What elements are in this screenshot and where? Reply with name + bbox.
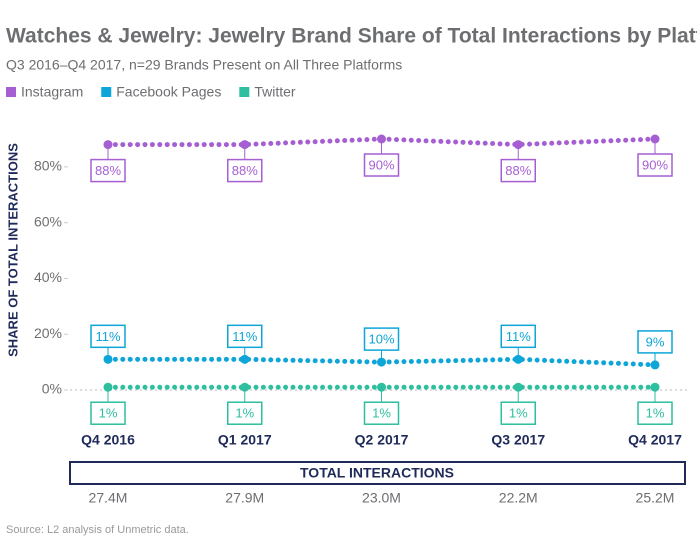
label-box: [363, 327, 400, 351]
legend-label: Facebook Pages: [116, 84, 221, 100]
label-box: [90, 158, 126, 183]
data-label: 90%: [368, 157, 394, 172]
data-label: 11%: [506, 329, 531, 344]
totals-box: [69, 461, 686, 485]
label-box: [227, 324, 263, 349]
data-label: 10%: [368, 332, 394, 347]
total-value: 25.2M: [636, 490, 675, 506]
label-box: [500, 401, 536, 425]
legend-label: Instagram: [21, 84, 83, 100]
label-box: [637, 330, 673, 354]
y-tick-label: 20%: [34, 325, 62, 341]
label-box: [90, 401, 126, 425]
label-box: [637, 153, 673, 177]
label-box: [500, 158, 536, 183]
legend-swatch: [101, 87, 112, 97]
y-tick-label: 60%: [34, 213, 62, 229]
label-box: [363, 401, 400, 425]
x-tick-label: Q2 2017: [355, 432, 409, 448]
y-tick-label: 80%: [34, 158, 62, 174]
legend-swatch: [239, 87, 250, 97]
total-value: 23.0M: [362, 490, 401, 506]
label-box: [363, 153, 400, 177]
data-label: 1%: [646, 406, 665, 421]
legend-label: Twitter: [254, 84, 296, 100]
chart-subtitle: Q3 2016–Q4 2017, n=29 Brands Present on …: [6, 57, 402, 73]
data-label: 11%: [95, 329, 120, 344]
total-value: 22.2M: [499, 490, 538, 506]
label-box: [227, 158, 263, 183]
x-tick-label: Q4 2017: [628, 432, 682, 448]
y-tick-label: 0%: [42, 381, 62, 397]
data-label: 88%: [95, 163, 121, 178]
label-box: [637, 401, 673, 425]
totals-title: TOTAL INTERACTIONS: [300, 465, 454, 481]
chart-title: Watches & Jewelry: Jewelry Brand Share o…: [6, 25, 697, 48]
data-label: 1%: [509, 406, 528, 421]
data-label: 11%: [232, 329, 257, 344]
x-tick-label: Q3 2017: [491, 432, 545, 448]
y-axis-label: SHARE OF TOTAL INTERACTIONS: [5, 143, 20, 357]
data-label: 1%: [99, 406, 118, 421]
source: Source: L2 analysis of Unmetric data.: [6, 524, 189, 536]
data-label: 90%: [642, 157, 668, 172]
data-label: 1%: [372, 406, 391, 421]
x-tick-label: Q4 2016: [81, 432, 135, 448]
total-value: 27.4M: [89, 490, 128, 506]
data-label: 88%: [505, 163, 531, 178]
data-label: 1%: [235, 406, 254, 421]
label-box: [227, 401, 263, 425]
y-tick-label: 40%: [34, 269, 62, 285]
total-value: 27.9M: [225, 490, 264, 506]
label-box: [500, 324, 536, 349]
data-label: 9%: [646, 334, 665, 349]
data-label: 88%: [232, 163, 258, 178]
x-tick-label: Q1 2017: [218, 432, 272, 448]
label-box: [90, 324, 126, 349]
legend-swatch: [6, 87, 16, 97]
